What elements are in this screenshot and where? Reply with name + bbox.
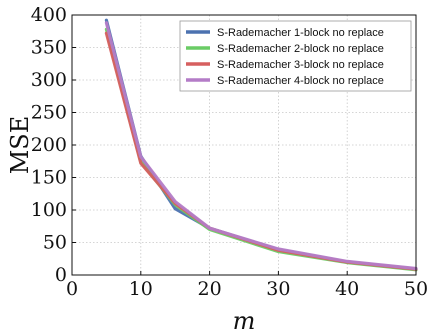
series-lines bbox=[104, 18, 418, 272]
x-tick-label: 30 bbox=[266, 278, 290, 300]
x-tick-label: 10 bbox=[129, 278, 153, 300]
y-axis-ticks: 0 50 100 150 200 250 300 350 400 bbox=[31, 4, 76, 286]
y-axis-label: MSE bbox=[6, 116, 34, 175]
x-tick-label: 50 bbox=[404, 278, 427, 300]
series-line-4 bbox=[104, 21, 418, 271]
y-tick-label: 150 bbox=[31, 167, 67, 189]
y-tick-label: 250 bbox=[31, 102, 67, 124]
y-tick-label: 300 bbox=[31, 69, 67, 91]
legend-label-4: S-Rademacher 4-block no replace bbox=[217, 75, 384, 87]
x-axis-label: m bbox=[233, 307, 256, 335]
legend-label-1: S-Rademacher 1-block no replace bbox=[217, 27, 384, 39]
x-axis-ticks: 0 10 20 30 40 50 bbox=[66, 271, 427, 300]
legend-label-2: S-Rademacher 2-block no replace bbox=[217, 43, 384, 55]
legend-label-3: S-Rademacher 3-block no replace bbox=[217, 59, 384, 71]
x-tick-label: 20 bbox=[198, 278, 222, 300]
y-tick-label: 0 bbox=[55, 264, 67, 286]
x-tick-label: 0 bbox=[66, 278, 78, 300]
x-tick-label: 40 bbox=[335, 278, 359, 300]
y-tick-label: 200 bbox=[31, 134, 67, 156]
y-tick-label: 100 bbox=[31, 199, 67, 221]
y-tick-label: 400 bbox=[31, 4, 67, 26]
y-tick-label: 50 bbox=[43, 232, 67, 254]
legend-box bbox=[179, 20, 412, 92]
y-tick-label: 350 bbox=[31, 37, 67, 59]
legend: S-Rademacher 1-block no replace S-Rademac… bbox=[179, 20, 412, 92]
